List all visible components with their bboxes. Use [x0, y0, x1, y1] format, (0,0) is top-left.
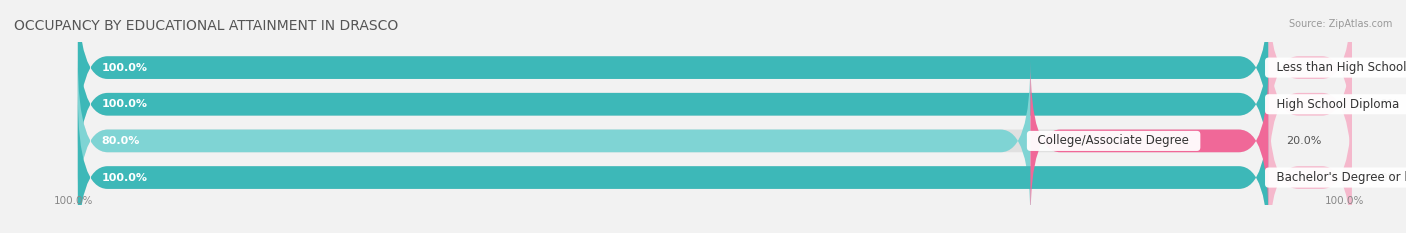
FancyBboxPatch shape [77, 97, 1268, 233]
Text: 100.0%: 100.0% [101, 63, 148, 73]
Text: Bachelor's Degree or higher: Bachelor's Degree or higher [1268, 171, 1406, 184]
Text: High School Diploma: High School Diploma [1268, 98, 1406, 111]
FancyBboxPatch shape [77, 97, 1268, 233]
Text: 20.0%: 20.0% [1286, 136, 1322, 146]
FancyBboxPatch shape [1031, 61, 1268, 221]
Text: 100.0%: 100.0% [101, 173, 148, 182]
Bar [42, 159, 1364, 196]
FancyBboxPatch shape [1268, 0, 1353, 148]
Text: 0.0%: 0.0% [1369, 99, 1398, 109]
Bar [42, 86, 1364, 123]
FancyBboxPatch shape [77, 24, 1268, 185]
FancyBboxPatch shape [1268, 24, 1353, 185]
Bar [42, 49, 1364, 86]
Text: Less than High School: Less than High School [1268, 61, 1406, 74]
Text: 0.0%: 0.0% [1369, 173, 1398, 182]
Bar [42, 123, 1364, 159]
FancyBboxPatch shape [77, 0, 1268, 148]
FancyBboxPatch shape [77, 24, 1268, 185]
Text: Source: ZipAtlas.com: Source: ZipAtlas.com [1288, 19, 1392, 29]
Text: 100.0%: 100.0% [53, 196, 93, 206]
Text: OCCUPANCY BY EDUCATIONAL ATTAINMENT IN DRASCO: OCCUPANCY BY EDUCATIONAL ATTAINMENT IN D… [14, 19, 398, 33]
FancyBboxPatch shape [77, 61, 1031, 221]
Text: 100.0%: 100.0% [101, 99, 148, 109]
FancyBboxPatch shape [77, 61, 1268, 221]
Text: College/Associate Degree: College/Associate Degree [1031, 134, 1197, 147]
FancyBboxPatch shape [1268, 97, 1353, 233]
Text: 100.0%: 100.0% [1324, 196, 1364, 206]
Text: 0.0%: 0.0% [1369, 63, 1398, 73]
FancyBboxPatch shape [77, 0, 1268, 148]
Text: 80.0%: 80.0% [101, 136, 141, 146]
